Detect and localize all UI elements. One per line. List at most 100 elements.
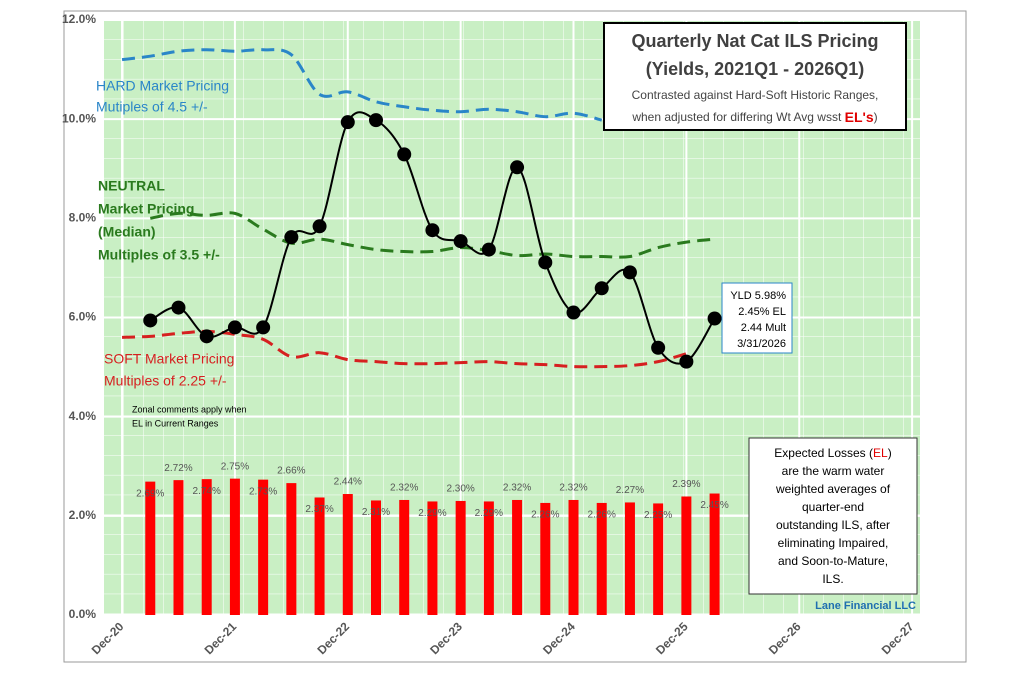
zone-label: NEUTRAL <box>98 178 165 194</box>
bar <box>624 502 635 615</box>
latest-text: 2.44 Mult <box>741 322 786 334</box>
yield-point <box>256 320 271 335</box>
zone-comment: Zonal comments apply when <box>132 404 247 414</box>
y-tick-label: 10.0% <box>62 111 96 125</box>
yield-point <box>312 219 327 234</box>
range-line <box>149 211 715 259</box>
bar-label: 2.32% <box>503 483 531 494</box>
bar-label: 2.44% <box>334 477 362 488</box>
bar-label: 2.26% <box>588 510 616 521</box>
latest-box <box>721 282 793 354</box>
el-text: ILS. <box>822 572 843 586</box>
chart-subtitle: (Yields, 2021Q1 - 2026Q1) <box>646 59 864 79</box>
el-text: Expected Losses (EL) <box>774 446 891 460</box>
el-text: EL <box>873 446 888 460</box>
bar <box>427 501 438 615</box>
bar <box>455 500 466 615</box>
bar <box>512 499 523 615</box>
yield-point <box>425 223 440 238</box>
yield-point <box>340 115 355 130</box>
latest-text: YLD 5.98% <box>730 290 786 302</box>
bar-label: 2.73% <box>249 486 277 497</box>
bar <box>314 497 325 615</box>
bar <box>653 503 664 615</box>
zone-label: Mutiples of 4.5 +/- <box>96 99 208 115</box>
yield-point <box>171 300 186 315</box>
el-text: outstanding ILS, after <box>776 518 890 532</box>
zone-label: (Median) <box>98 224 156 240</box>
chart-note: Contrasted against Hard-Soft Historic Ra… <box>632 88 879 102</box>
y-tick-label: 8.0% <box>69 211 97 225</box>
bar-label: 2.75% <box>221 461 249 472</box>
bar-label: 2.37% <box>305 504 333 515</box>
bar-label: 2.72% <box>164 463 192 474</box>
chart-note: when adjusted for differing Wt Avg wsst … <box>631 109 877 125</box>
bar-label: 2.30% <box>446 484 474 495</box>
el-text: are the warm water <box>782 464 885 478</box>
bar <box>483 501 494 615</box>
yield-point <box>622 265 637 280</box>
bar-label: 2.39% <box>672 479 700 490</box>
yield-point <box>707 311 722 326</box>
y-tick-label: 2.0% <box>69 508 97 522</box>
yield-point <box>651 340 666 355</box>
bar-label: 2.29% <box>475 508 503 519</box>
bar-label: 2.45% <box>700 500 728 511</box>
bar <box>258 479 269 615</box>
y-tick-label: 4.0% <box>69 409 97 423</box>
yield-point <box>566 305 581 320</box>
zone-label: SOFT Market Pricing <box>104 351 234 367</box>
zone-label: Multiples of 2.25 +/- <box>104 373 227 389</box>
yield-point <box>453 234 468 249</box>
el-box <box>748 437 918 595</box>
yield-point <box>369 113 383 128</box>
bar <box>342 494 353 615</box>
zone-comment: EL in Current Ranges <box>132 418 219 428</box>
yield-point <box>481 242 496 257</box>
yield-point <box>199 329 214 344</box>
bar-label: 2.29% <box>418 508 446 519</box>
range-line <box>122 329 687 369</box>
bar <box>681 496 692 615</box>
bar <box>173 480 184 615</box>
bar <box>145 481 156 615</box>
bar <box>286 483 297 615</box>
latest-text: 3/31/2026 <box>737 338 786 350</box>
bar-label: 2.74% <box>193 486 221 497</box>
bar-label: 2.27% <box>616 485 644 496</box>
yield-point <box>510 160 525 175</box>
yield-point <box>397 147 412 162</box>
yield-point <box>594 281 609 296</box>
bar-label: 2.66% <box>277 466 305 477</box>
el-text: eliminating Impaired, <box>778 536 889 550</box>
el-text: weighted averages of <box>775 482 891 496</box>
bar-label: 2.25% <box>644 510 672 521</box>
bar-label: 2.26% <box>531 510 559 521</box>
bar <box>596 502 607 615</box>
bar <box>371 500 381 615</box>
bar <box>709 493 720 615</box>
el-text: and Soon-to-Mature, <box>778 554 888 568</box>
yield-point <box>227 320 242 335</box>
bar <box>540 502 551 615</box>
range-line <box>121 48 603 122</box>
zone-label: Market Pricing <box>98 201 194 217</box>
zone-label: Multiples of 3.5 +/- <box>98 247 220 263</box>
y-tick-label: 12.0% <box>62 12 96 26</box>
zone-label: HARD Market Pricing <box>96 78 229 94</box>
yield-point <box>538 255 553 270</box>
bar-label: 2.32% <box>559 483 587 494</box>
yield-point <box>143 313 158 328</box>
title-box <box>603 22 907 131</box>
latest-text: 2.45% EL <box>738 306 786 318</box>
yield-point <box>679 354 694 369</box>
bar-label: 2.69% <box>136 488 164 499</box>
bar <box>229 478 240 615</box>
note-text: when adjusted for differing Wt Avg wsst <box>631 110 842 124</box>
yield-point <box>284 230 299 245</box>
y-tick-label: 6.0% <box>69 310 97 324</box>
bar <box>399 499 410 615</box>
note-el: EL's <box>845 109 874 125</box>
bar <box>201 479 212 615</box>
